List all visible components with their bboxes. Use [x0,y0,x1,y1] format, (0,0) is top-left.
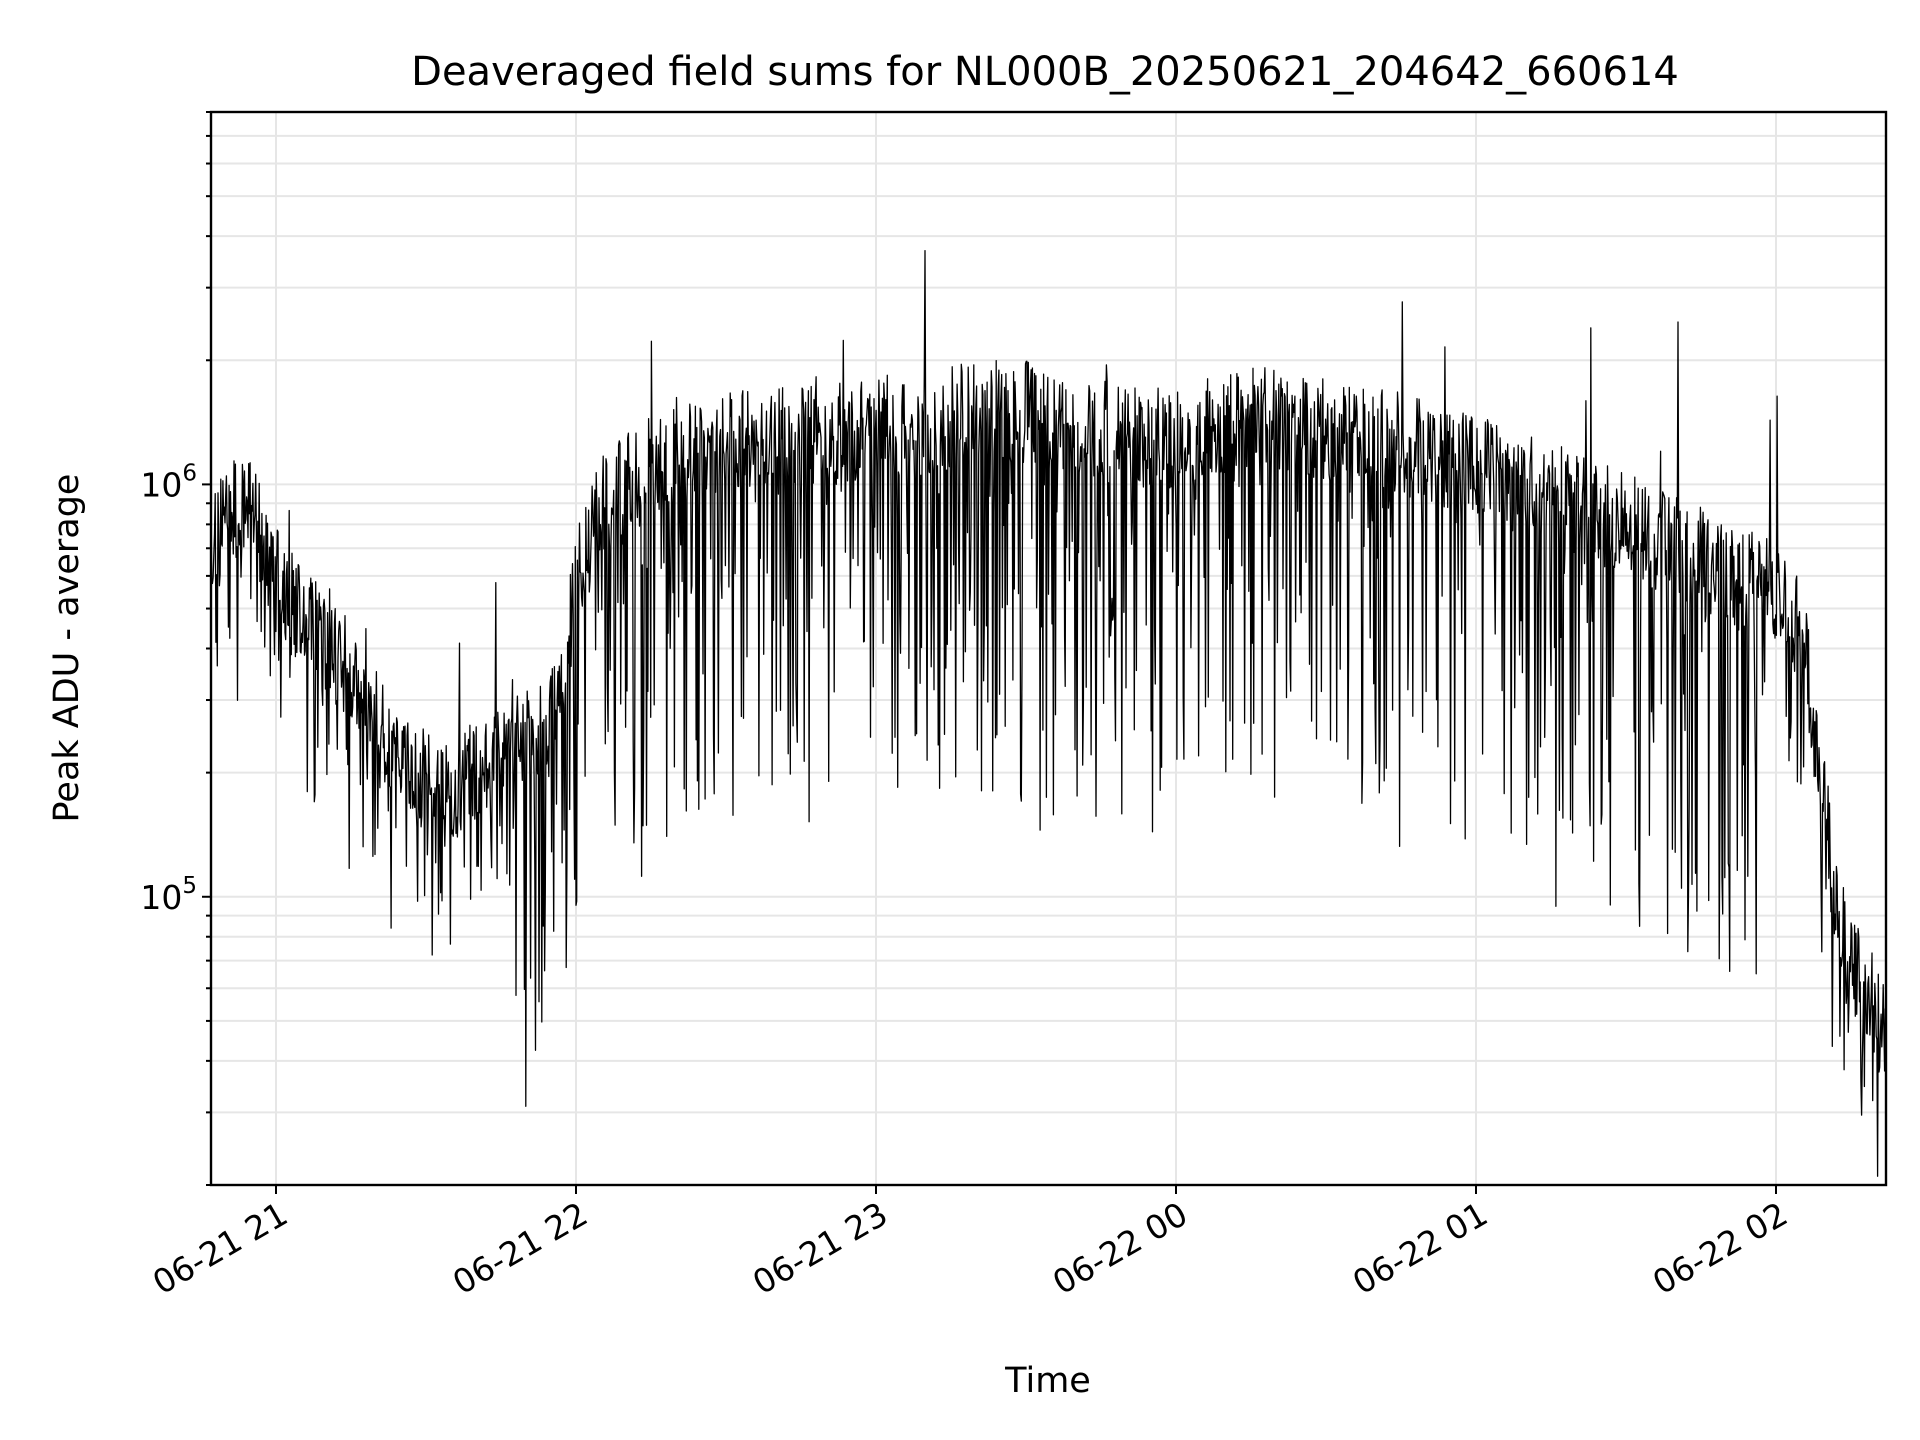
y-axis-label: Peak ADU - average [47,474,87,823]
series-layer [210,249,1887,1177]
series-line-0 [210,249,1887,1177]
y-tick-label: 105 [140,873,197,917]
x-axis-label: Time [1004,1361,1091,1401]
y-tick-label: 106 [140,460,197,504]
chart-title: Deaveraged field sums for NL000B_2025062… [411,49,1679,95]
